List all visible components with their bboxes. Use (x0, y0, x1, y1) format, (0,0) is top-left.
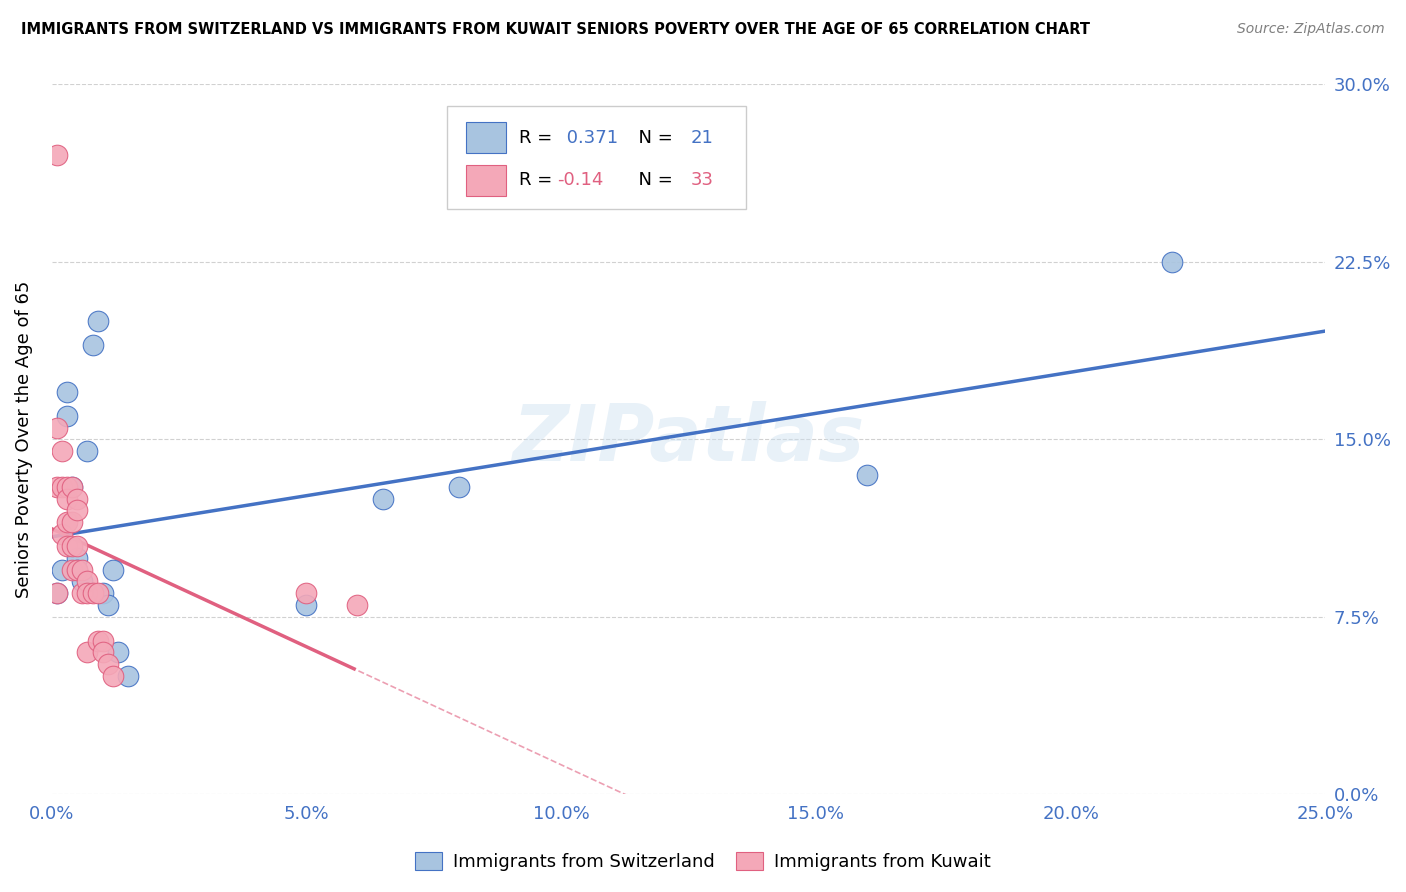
Text: R =: R = (519, 171, 558, 189)
Point (91, 586, 114, 600)
Point (56, 491, 79, 506)
Point (66, 503, 89, 517)
Text: N =: N = (627, 128, 679, 146)
Point (97, 657, 120, 672)
Point (60, 539, 83, 553)
Point (56, 515, 79, 529)
Text: 0.371: 0.371 (561, 128, 619, 146)
Point (51, 563, 73, 577)
Point (56, 409, 79, 423)
FancyBboxPatch shape (465, 122, 506, 153)
Text: 21: 21 (692, 128, 714, 146)
Point (76, 444, 98, 458)
Point (60, 515, 83, 529)
Point (76, 645, 98, 659)
Text: R =: R = (519, 128, 558, 146)
Point (45, 586, 67, 600)
Point (86, 586, 108, 600)
Y-axis label: Seniors Poverty Over the Age of 65: Seniors Poverty Over the Age of 65 (15, 281, 32, 599)
Point (346, 598, 368, 612)
Point (856, 467, 879, 482)
Point (45, 480, 67, 494)
Point (86, 633, 108, 648)
Text: 33: 33 (692, 171, 714, 189)
Point (107, 645, 129, 659)
Point (97, 598, 120, 612)
Point (371, 491, 394, 506)
Point (60, 480, 83, 494)
Text: N =: N = (627, 171, 679, 189)
Point (60, 480, 83, 494)
Point (295, 598, 318, 612)
Point (66, 563, 89, 577)
FancyBboxPatch shape (465, 165, 506, 196)
Point (91, 633, 114, 648)
Point (1161, 255, 1184, 269)
Point (449, 480, 471, 494)
Point (76, 574, 98, 589)
Point (91, 645, 114, 659)
Point (45, 586, 67, 600)
Point (51, 444, 73, 458)
Point (76, 586, 98, 600)
Legend: Immigrants from Switzerland, Immigrants from Kuwait: Immigrants from Switzerland, Immigrants … (408, 845, 998, 879)
Point (66, 563, 89, 577)
Point (101, 669, 124, 683)
Point (66, 550, 89, 565)
Point (66, 491, 89, 506)
Point (51, 480, 73, 494)
Point (56, 385, 79, 400)
Text: IMMIGRANTS FROM SWITZERLAND VS IMMIGRANTS FROM KUWAIT SENIORS POVERTY OVER THE A: IMMIGRANTS FROM SWITZERLAND VS IMMIGRANT… (21, 22, 1090, 37)
Point (45, 420, 67, 434)
Point (51, 527, 73, 541)
Point (60, 563, 83, 577)
Point (72, 574, 94, 589)
Text: ZIPatlas: ZIPatlas (512, 401, 865, 477)
Text: Source: ZipAtlas.com: Source: ZipAtlas.com (1237, 22, 1385, 37)
Point (66, 539, 89, 553)
Point (295, 586, 318, 600)
Point (117, 669, 139, 683)
Point (82, 337, 104, 351)
Point (101, 563, 124, 577)
FancyBboxPatch shape (447, 106, 745, 209)
Text: -0.14: -0.14 (557, 171, 603, 189)
Point (82, 586, 104, 600)
Point (56, 539, 79, 553)
Point (72, 563, 94, 577)
Point (72, 586, 94, 600)
Point (86, 314, 108, 328)
Point (45, 148, 67, 162)
Point (56, 480, 79, 494)
